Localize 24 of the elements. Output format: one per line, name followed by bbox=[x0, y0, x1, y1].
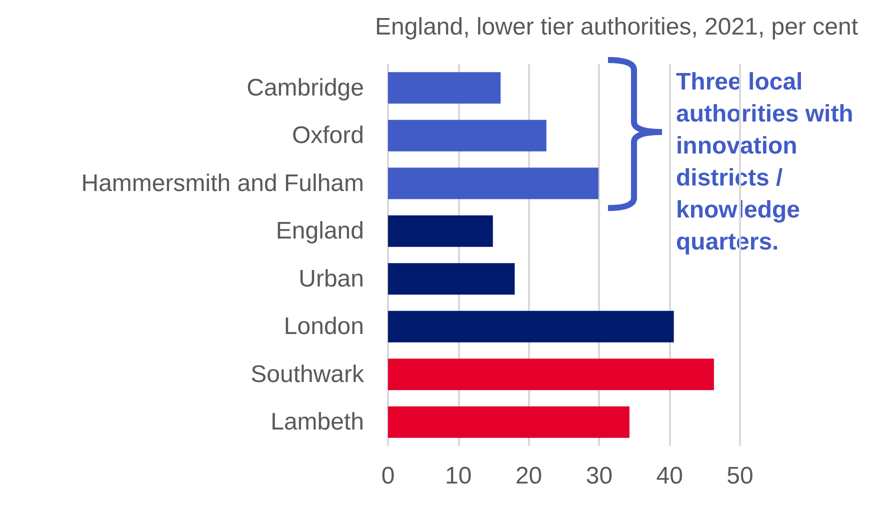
x-tick-label: 50 bbox=[726, 462, 754, 490]
bar bbox=[388, 120, 546, 152]
bar bbox=[388, 72, 501, 104]
y-tick-label: London bbox=[284, 313, 364, 340]
y-tick-label: Lambeth bbox=[270, 408, 364, 436]
bar bbox=[388, 310, 674, 342]
bar bbox=[388, 215, 493, 247]
x-tick-label: 0 bbox=[381, 462, 395, 490]
y-tick-label: Cambridge bbox=[246, 74, 364, 102]
x-tick-label: 30 bbox=[586, 462, 613, 490]
chart-title: England, lower tier authorities, 2021, per cent bbox=[375, 14, 858, 40]
y-tick-label: Oxford bbox=[292, 122, 364, 150]
y-tick-label: England bbox=[276, 218, 364, 245]
bar bbox=[388, 406, 630, 438]
annotation: Three local authorities with innovation districts / knowledge quarters. bbox=[676, 68, 860, 256]
bar bbox=[388, 358, 714, 390]
bar bbox=[388, 168, 598, 200]
y-tick-label: Hammersmith and Fulham bbox=[81, 170, 364, 197]
bar bbox=[388, 263, 515, 295]
x-tick-label: 20 bbox=[515, 462, 542, 490]
x-tick-label: 40 bbox=[656, 462, 683, 490]
x-tick-label: 10 bbox=[445, 462, 472, 490]
y-tick-label: Southwark bbox=[250, 360, 365, 388]
y-tick-label: Urban bbox=[298, 265, 364, 292]
